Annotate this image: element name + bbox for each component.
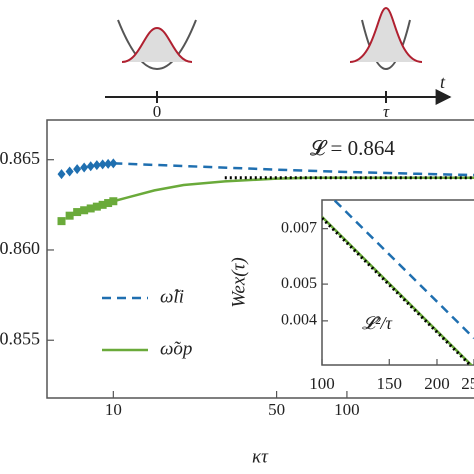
data-point (104, 158, 113, 169)
wavepacket-fill (350, 8, 422, 62)
time-tick-label: τ (383, 102, 390, 121)
legend-label: ω̃op (160, 338, 192, 359)
axes-frame (46, 119, 474, 399)
data-point (57, 169, 66, 180)
data-point (73, 208, 82, 217)
x-axis-label: κτ (252, 446, 269, 467)
wavepacket (121, 26, 193, 63)
data-point (80, 206, 89, 215)
y-tick-label: 0.855 (0, 328, 40, 348)
y-tick-label: 0.004 (281, 312, 317, 329)
plot-area (322, 200, 474, 365)
annotation: 𝓛²/τ (362, 313, 392, 333)
data-point (86, 204, 95, 213)
potential-well (361, 19, 411, 70)
wavepacket-fill (122, 28, 192, 62)
x-tick-label: 100 (334, 400, 360, 419)
y-tick-label: 0.005 (281, 275, 317, 292)
data-point (92, 160, 101, 171)
y-axis-label: Wex(τ) (228, 257, 249, 307)
x-tick-label: 50 (268, 400, 285, 419)
time-label: t (440, 72, 446, 92)
schematic: t 0 τ (105, 6, 452, 121)
series-line (113, 176, 474, 203)
wavepacket (349, 6, 423, 63)
series-line (322, 217, 473, 365)
y-tick-label: 0.860 (0, 238, 40, 258)
data-point (86, 161, 95, 172)
data-point (65, 211, 74, 220)
plot-area (57, 158, 474, 226)
x-tick-label: 150 (377, 374, 403, 393)
y-tick-label: 0.007 (281, 219, 317, 236)
y-tick-label: 0.865 (0, 148, 40, 168)
time-tick-label: 0 (153, 102, 162, 121)
potential-well (117, 19, 197, 70)
data-point (98, 159, 107, 170)
data-point (80, 162, 89, 173)
data-point (57, 217, 66, 226)
legend-label: ω̃li (160, 286, 184, 307)
inset-background (321, 199, 474, 366)
x-tick-label: 10 (105, 400, 122, 419)
x-tick-label: 100 (309, 374, 335, 393)
series-line (113, 162, 474, 177)
x-tick-label: 250 (461, 374, 474, 393)
annotation: 𝓛 = 0.864 (310, 136, 395, 160)
series-line (333, 200, 474, 340)
x-tick-label: 200 (424, 374, 450, 393)
data-point (73, 164, 82, 175)
data-point (65, 166, 74, 177)
